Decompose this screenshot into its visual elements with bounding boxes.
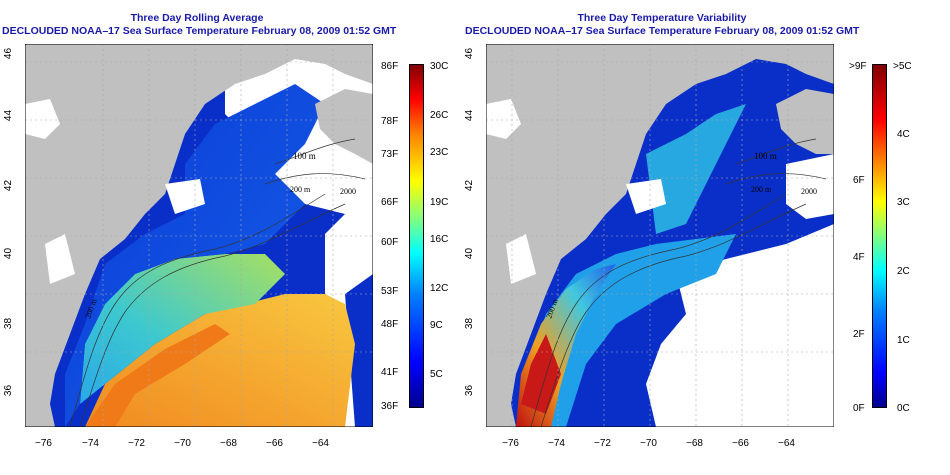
high-variability-core [521,334,561,414]
right-cb-f-label: 0F [853,403,865,414]
right-cb-c-label: 4C [897,129,910,140]
right-cb-c-label: 3C [897,197,910,208]
left-cb-c-label: 30C [430,61,449,72]
left-cb-f-label: 53F [381,286,399,297]
right-title-line2: DECLOUDED NOAA–17 Sea Surface Temperatur… [465,25,860,37]
contour-line [725,173,827,185]
left-x-tick: −76 [35,438,52,449]
land-cloud-patch [626,179,666,214]
contour-line [530,193,787,427]
right-y-tick: 38 [464,317,476,330]
left-cb-f-label: 86F [381,61,399,72]
nova-scotia-land [315,89,373,164]
right-x-tick: −76 [502,438,519,449]
grid-lines [25,44,373,427]
contour-label: 200 m [751,185,772,194]
left-y-tick: 42 [3,179,15,192]
left-colorbar [409,64,424,408]
left-cb-f-label: 36F [381,401,399,412]
left-cb-c-label: 26C [430,110,449,121]
land-cloud-patch [25,99,60,139]
left-cb-c-label: 16C [430,234,449,245]
right-cb-c-label: 0C [897,403,910,414]
left-y-tick: 44 [3,109,15,122]
left-cb-c-label: 23C [430,147,449,158]
left-sst-map: 100 m 200 m 2000 200 m [25,44,373,427]
left-y-tick: 40 [3,247,15,260]
contour-label: 100 m [293,151,316,161]
right-y-tick: 36 [464,384,476,397]
nova-scotia-land [776,89,834,154]
contour-line [274,138,356,165]
right-cb-f-label: 6F [853,175,865,186]
left-title-line2: DECLOUDED NOAA–17 Sea Surface Temperatur… [2,25,397,37]
left-title-line1: Three Day Rolling Average [130,12,264,24]
contour-line [69,193,326,427]
right-cb-f-label: 4F [853,252,865,263]
right-y-tick: 42 [464,179,476,192]
left-cb-f-label: 41F [381,367,399,378]
land-mass [25,44,373,427]
right-x-tick: −72 [594,438,611,449]
left-cb-f-label: 66F [381,197,399,208]
contour-label: 2000 [801,187,817,196]
right-title-line1: Three Day Temperature Variability [577,12,747,24]
left-y-tick: 36 [3,384,15,397]
right-colorbar [872,64,887,408]
right-y-tick: 46 [464,47,476,60]
left-cb-f-label: 48F [381,319,399,330]
cloud-area [786,154,834,219]
contour-label: 2000 [340,187,356,196]
right-cb-c-label: 2C [897,266,910,277]
left-x-tick: −66 [266,438,283,449]
slope-water-region [80,254,285,404]
gulf-stream-region [85,294,355,427]
right-cb-c-label: >5C [893,61,912,72]
contour-line [540,203,807,427]
left-cb-c-label: 9C [430,320,443,331]
right-x-tick: −74 [548,438,565,449]
right-variability-map: 100 m 200 m 2000 200 m [486,44,834,427]
land-cloud-patch [45,234,75,284]
right-x-tick: −64 [778,438,795,449]
left-x-tick: −72 [128,438,145,449]
left-cb-c-label: 19C [430,197,449,208]
left-x-tick: −74 [82,438,99,449]
left-y-tick: 38 [3,317,15,330]
right-x-tick: −68 [686,438,703,449]
contour-line [735,138,817,165]
land-cloud-patch [506,234,536,284]
right-y-tick: 40 [464,247,476,260]
right-y-tick: 44 [464,109,476,122]
right-cb-c-label: 1C [897,335,910,346]
left-x-tick: −68 [220,438,237,449]
gulf-stream-core [85,324,230,427]
contour-line [264,173,366,185]
left-cb-c-label: 12C [430,283,449,294]
right-cb-f-label: >9F [849,61,867,72]
contour-label: 100 m [754,151,777,161]
right-map-panel: 100 m 200 m 2000 200 m [486,44,834,427]
left-x-tick: −64 [312,438,329,449]
grid-lines [486,44,834,427]
right-cb-f-label: 2F [853,329,865,340]
right-x-tick: −66 [732,438,749,449]
right-x-tick: −70 [640,438,657,449]
left-cb-f-label: 78F [381,116,399,127]
left-cb-f-label: 73F [381,149,399,160]
land-mass [486,44,834,427]
left-x-tick: −70 [174,438,191,449]
left-y-tick: 46 [3,47,15,60]
left-map-panel: 100 m 200 m 2000 200 m [25,44,373,427]
contour-label: 200 m [290,185,311,194]
left-cb-f-label: 60F [381,237,399,248]
left-cb-c-label: 5C [430,369,443,380]
contour-line [79,203,346,427]
